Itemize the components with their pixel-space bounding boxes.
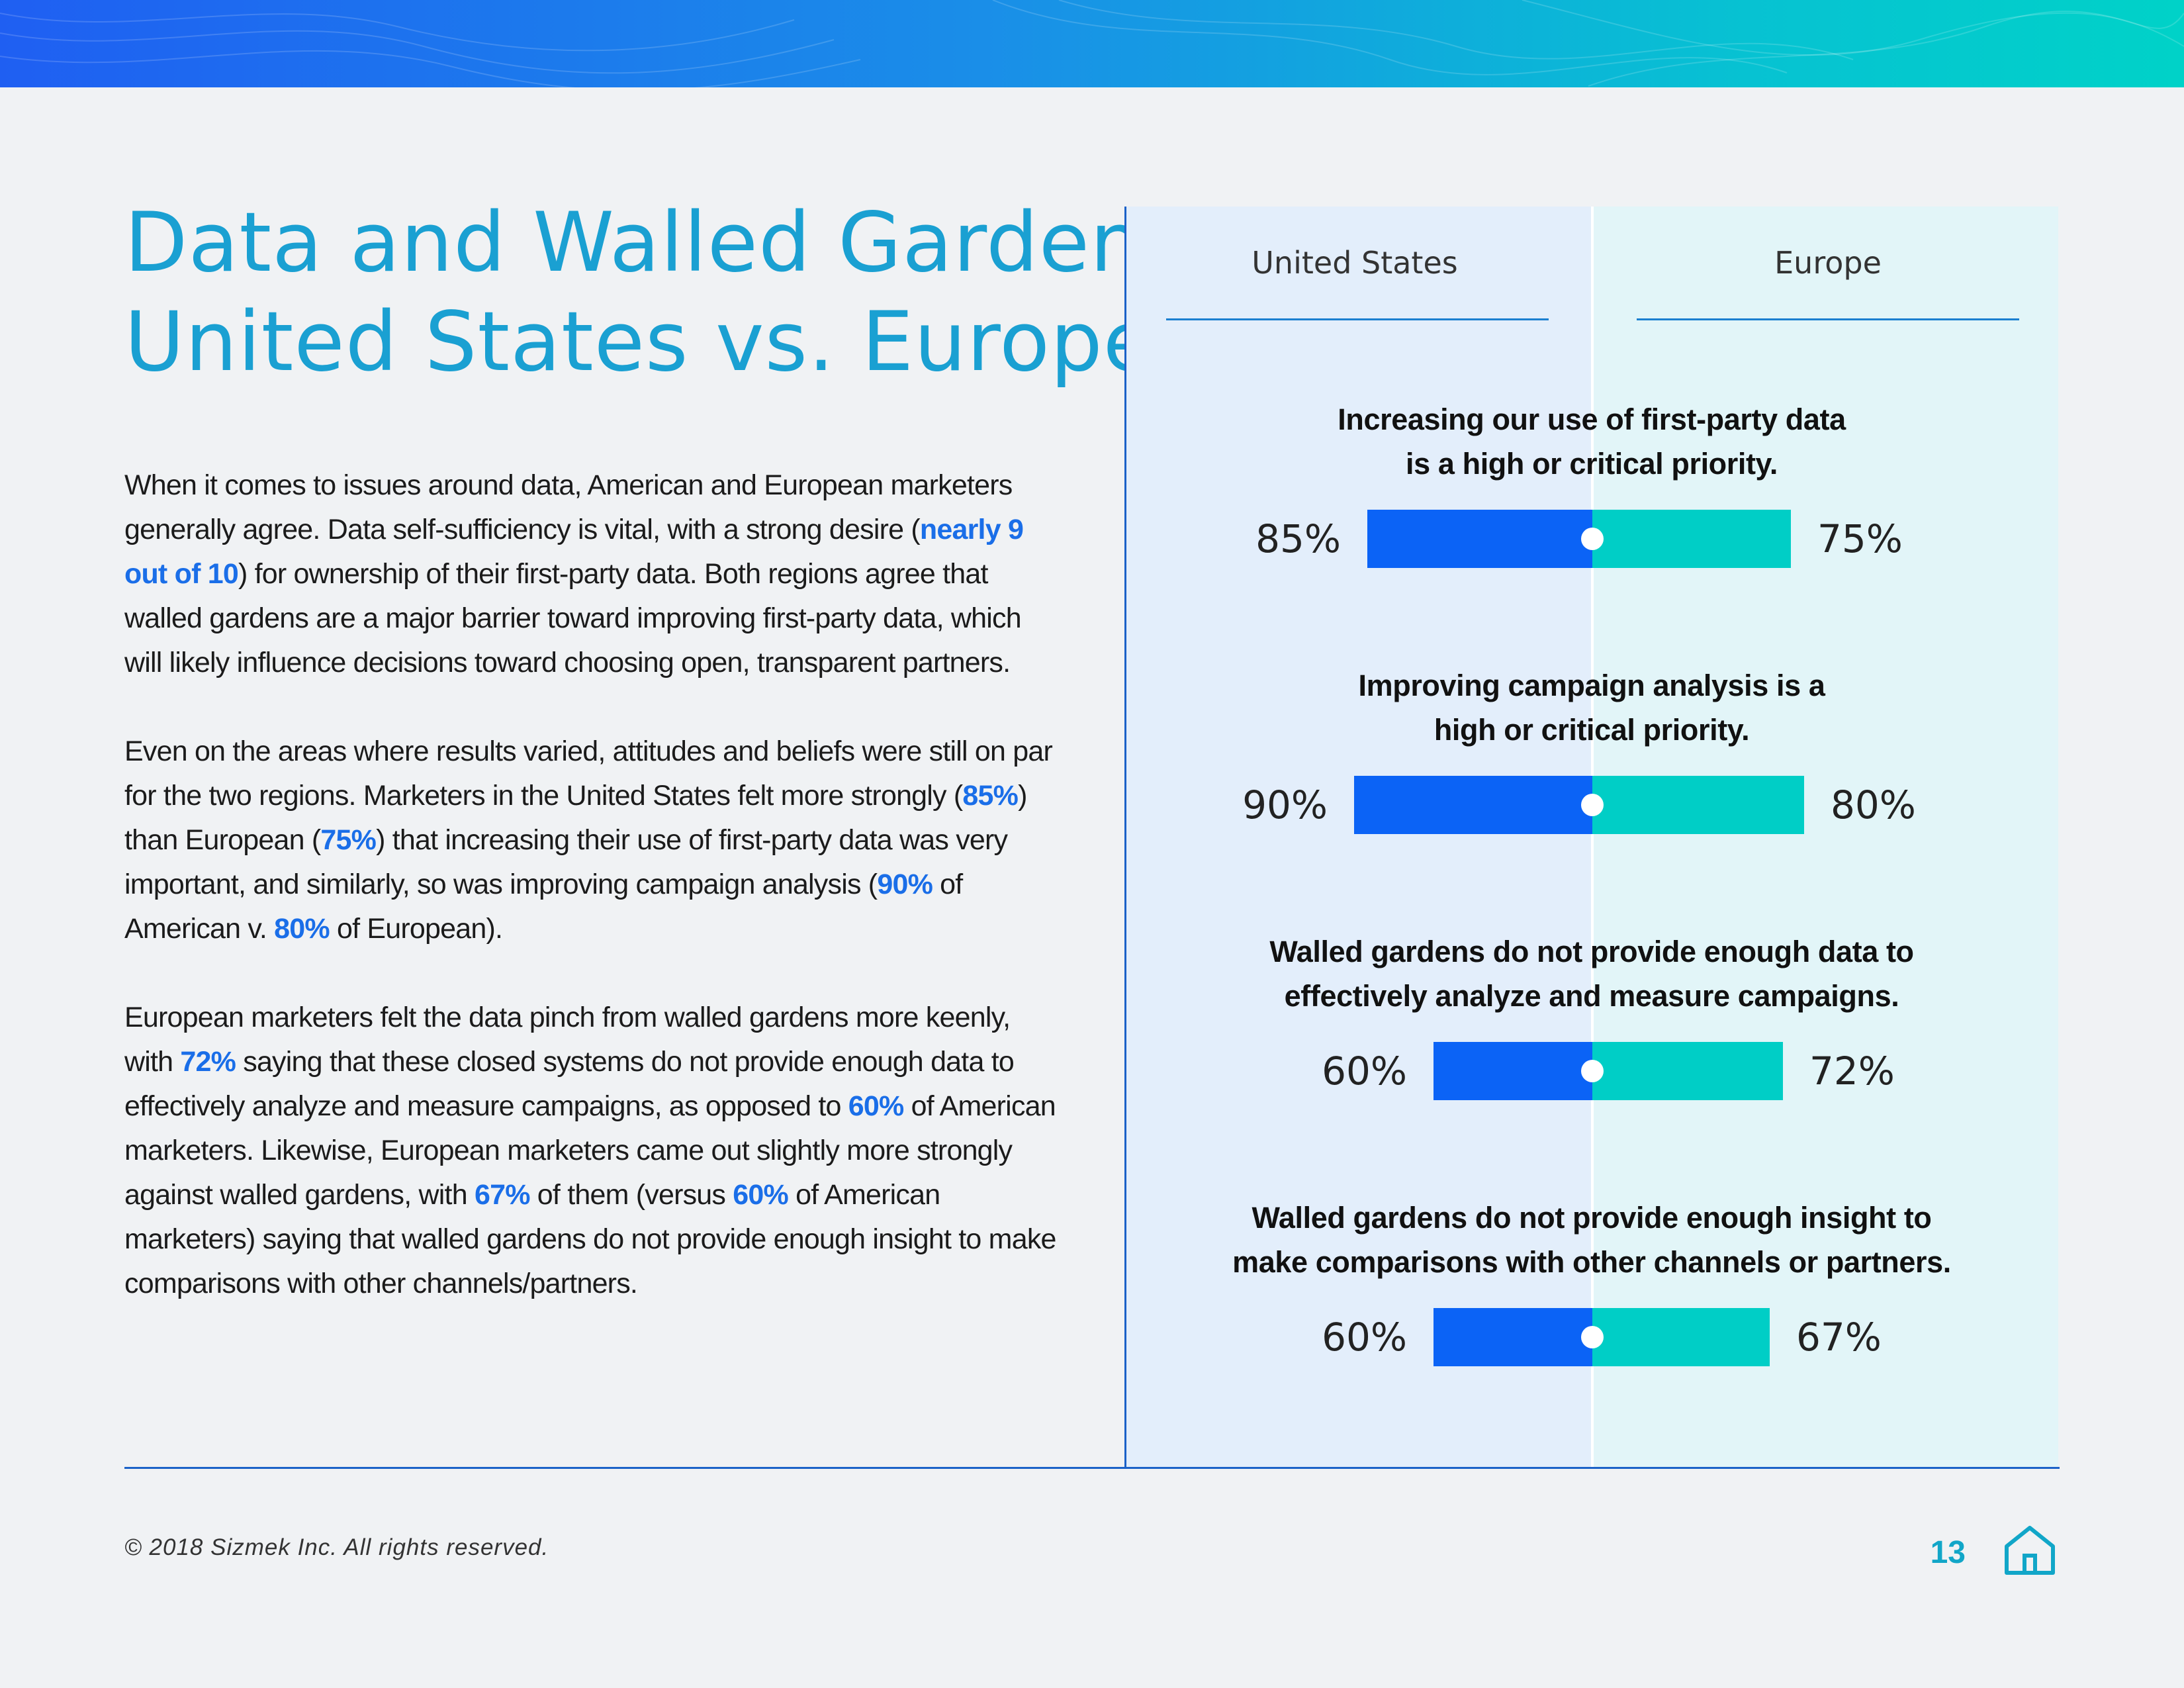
center-divider [1591,207,1594,1467]
copyright-text: © 2018 Sizmek Inc. All rights reserved. [124,1534,549,1560]
body-text: When it comes to issues around data, Ame… [124,463,1064,1350]
highlight-stat: 60% [848,1090,904,1122]
bar-center-marker [1581,528,1604,550]
europe-heading-rule [1637,318,2019,320]
highlight-stat: nearly 9 out of 10 [124,514,1024,590]
highlight-stat: 90% [877,868,933,900]
panel-left-border [1124,207,1126,1467]
europe-value-label: 67% [1796,1315,1882,1360]
highlight-stat: 72% [180,1046,236,1078]
europe-column-heading: Europe [1774,245,1882,281]
question-label-line: Increasing our use of first-party data [1338,402,1846,436]
body-text-run: of American v. [124,868,963,945]
question-label-line: effectively analyze and measure campaign… [1284,979,1899,1013]
us-column-heading: United States [1251,245,1458,281]
page-title-line-1: Data and Walled Gardens: [124,195,1215,291]
highlight-stat: 80% [274,913,330,945]
highlight-stat: 67% [474,1179,530,1211]
body-paragraph-1: When it comes to issues around data, Ame… [124,463,1064,685]
body-text-run: European marketers felt the data pinch f… [124,1002,1011,1078]
body-text-run: Even on the areas where results varied, … [124,735,1053,812]
body-text-run: saying that these closed systems do not … [124,1046,1015,1122]
us-value-label: 60% [1322,1049,1407,1094]
us-bar [1433,1042,1592,1100]
question-label: Improving campaign analysis is a high or … [1171,663,2012,752]
us-value-label: 90% [1242,782,1328,827]
us-bar [1367,510,1592,568]
body-paragraph-2: Even on the areas where results varied, … [124,729,1064,951]
question-label-line: is a high or critical priority. [1406,447,1778,481]
question-label-line: Walled gardens do not provide enough ins… [1251,1201,1932,1235]
highlight-stat: 75% [320,824,377,856]
highlight-stat: 85% [962,780,1019,812]
question-label-line: make comparisons with other channels or … [1232,1245,1951,1279]
europe-panel-background [1594,207,2058,1467]
page-title-line-2: United States vs. Europe [124,295,1154,390]
body-text-run: of them (versus [529,1179,733,1211]
body-text-run: of American marketers) saying that walle… [124,1179,1056,1299]
question-label-line: high or critical priority. [1433,713,1750,747]
home-icon[interactable] [2003,1524,2057,1577]
us-bar [1354,776,1592,834]
page-number: 13 [1930,1535,1966,1570]
us-bar [1433,1308,1592,1366]
us-heading-rule [1166,318,1549,320]
body-text-run: of European). [329,913,503,945]
body-text-run: of American marketers. Likewise, Europea… [124,1090,1056,1211]
europe-bar [1592,776,1804,834]
question-label-line: Improving campaign analysis is a [1358,669,1825,702]
question-label: Increasing our use of first-party data is… [1171,397,2012,486]
body-text-run: ) than European ( [124,780,1027,856]
body-text-run: ) for ownership of their first-party dat… [124,558,1022,679]
body-text-run: ) that increasing their use of first-par… [124,824,1008,900]
top-banner [0,0,2184,87]
us-value-label: 85% [1255,516,1341,561]
bar-center-marker [1581,794,1604,816]
europe-value-label: 72% [1809,1049,1895,1094]
question-label: Walled gardens do not provide enough ins… [1171,1196,2012,1284]
footer-rule [124,1467,2060,1469]
us-panel-background [1126,207,1592,1467]
bar-center-marker [1581,1060,1604,1082]
body-paragraph-3: European marketers felt the data pinch f… [124,996,1064,1306]
europe-value-label: 75% [1817,516,1903,561]
europe-bar [1592,1042,1783,1100]
banner-contour-pattern [0,0,2184,87]
question-label-line: Walled gardens do not provide enough dat… [1269,935,1914,968]
body-text-run: When it comes to issues around data, Ame… [124,469,1013,545]
highlight-stat: 60% [733,1179,788,1211]
question-label: Walled gardens do not provide enough dat… [1171,929,2012,1018]
europe-value-label: 80% [1831,782,1916,827]
us-value-label: 60% [1322,1315,1407,1360]
europe-bar [1592,1308,1770,1366]
bar-center-marker [1581,1326,1604,1348]
europe-bar [1592,510,1791,568]
page-title: Data and Walled Gardens: United States v… [124,193,1215,392]
